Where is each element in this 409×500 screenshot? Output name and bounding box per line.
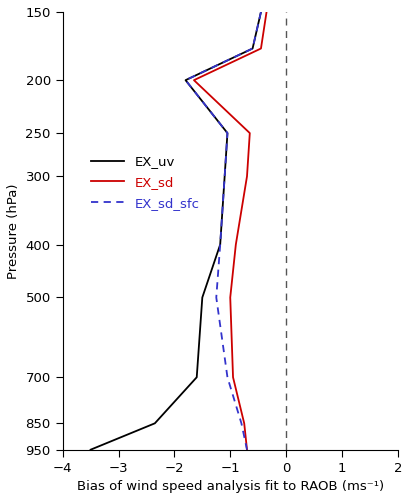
EX_sd_sfc xyxy=(222,174,227,180)
EX_uv xyxy=(218,242,222,248)
EX_sd xyxy=(231,374,236,380)
EX_uv xyxy=(222,174,227,180)
EX_sd xyxy=(228,294,233,300)
EX_uv xyxy=(88,446,93,452)
Line: EX_sd_sfc: EX_sd_sfc xyxy=(186,12,261,450)
EX_sd_sfc xyxy=(183,77,188,83)
EX_uv xyxy=(258,9,263,15)
EX_uv xyxy=(225,130,230,136)
Line: EX_sd: EX_sd xyxy=(194,12,267,450)
EX_sd xyxy=(234,242,238,248)
EX_uv xyxy=(194,374,199,380)
EX_sd_sfc xyxy=(225,374,230,380)
EX_sd xyxy=(258,46,263,52)
EX_sd xyxy=(264,9,269,15)
EX_sd_sfc xyxy=(225,130,230,136)
EX_uv xyxy=(153,420,157,426)
EX_uv xyxy=(200,294,205,300)
EX_sd xyxy=(242,420,247,426)
EX_sd_sfc xyxy=(250,46,255,52)
Line: EX_uv: EX_uv xyxy=(91,12,261,450)
EX_sd_sfc xyxy=(214,294,219,300)
EX_sd_sfc xyxy=(239,420,244,426)
Legend: EX_uv, EX_sd, EX_sd_sfc: EX_uv, EX_sd, EX_sd_sfc xyxy=(86,150,205,216)
EX_sd_sfc xyxy=(258,9,263,15)
EX_sd xyxy=(247,130,252,136)
EX_uv xyxy=(250,46,255,52)
Y-axis label: Pressure (hPa): Pressure (hPa) xyxy=(7,183,20,278)
EX_sd_sfc xyxy=(218,242,222,248)
X-axis label: Bias of wind speed analysis fit to RAOB (ms⁻¹): Bias of wind speed analysis fit to RAOB … xyxy=(76,480,384,493)
EX_sd xyxy=(191,77,196,83)
EX_uv xyxy=(183,77,188,83)
EX_sd_sfc xyxy=(245,446,249,452)
EX_sd xyxy=(245,446,249,452)
EX_sd xyxy=(245,174,249,180)
